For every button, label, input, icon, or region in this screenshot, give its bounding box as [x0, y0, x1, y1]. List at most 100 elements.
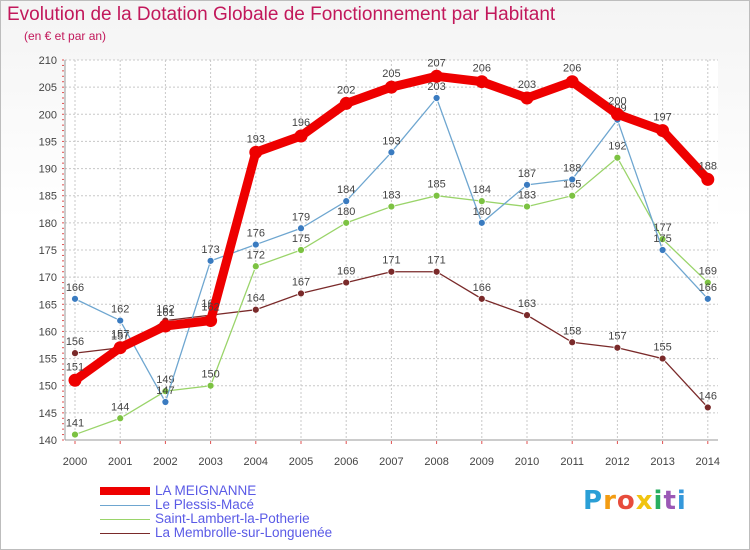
data-label: 147 — [156, 385, 174, 397]
data-point — [342, 278, 351, 287]
data-point — [432, 191, 441, 200]
x-tick-label: 2013 — [650, 456, 674, 468]
x-minor-tick — [662, 441, 664, 444]
y-minor-tick — [62, 157, 64, 159]
data-point — [71, 430, 79, 439]
y-minor-tick — [62, 151, 64, 153]
x-tick-label: 2014 — [696, 456, 720, 468]
x-minor-tick — [74, 441, 76, 444]
data-point — [161, 398, 170, 406]
chart-title: Evolution de la Dotation Globale de Fonc… — [7, 4, 556, 25]
y-minor-tick — [62, 412, 64, 414]
y-minor-tick — [62, 249, 64, 251]
y-minor-tick — [62, 135, 64, 137]
data-label: 193 — [382, 135, 400, 147]
x-tick-label: 2004 — [244, 456, 268, 468]
data-point — [387, 267, 396, 276]
series-2: 141 144 149 150 172 175 180 183 185 184 183 185 192 1… — [66, 141, 717, 439]
data-point — [297, 246, 305, 254]
y-minor-tick — [62, 64, 64, 66]
y-minor-tick — [62, 86, 64, 88]
y-minor-tick — [62, 119, 64, 121]
data-label: 166 — [66, 282, 84, 294]
data-point — [384, 80, 398, 94]
data-point — [206, 256, 215, 265]
y-minor-tick — [62, 130, 64, 132]
data-label: 146 — [699, 390, 717, 402]
y-tick-label: 200 — [39, 109, 57, 121]
x-tick-label: 2009 — [470, 456, 494, 468]
data-point — [342, 218, 351, 227]
logo-letter: i — [676, 486, 687, 516]
y-minor-tick — [62, 244, 64, 246]
data-label: 193 — [247, 133, 265, 145]
data-label: 169 — [699, 266, 717, 278]
x-minor-tick — [255, 441, 257, 444]
chart-legend: LA MEIGNANNE Le Plessis-Macé Saint-Lambe… — [100, 483, 400, 541]
data-label: 187 — [518, 168, 536, 180]
y-minor-tick — [62, 271, 64, 273]
y-minor-tick — [62, 233, 64, 235]
x-minor-tick — [526, 441, 528, 444]
x-minor-tick — [300, 441, 302, 444]
data-label: 151 — [66, 361, 84, 373]
data-label: 173 — [201, 244, 219, 256]
data-point — [71, 349, 79, 358]
y-minor-tick — [62, 113, 64, 115]
data-point — [251, 262, 260, 271]
data-point — [703, 278, 712, 287]
data-point — [568, 175, 577, 184]
data-label: 164 — [247, 293, 265, 305]
data-label: 162 — [201, 302, 219, 314]
legend-item: Saint-Lambert-la-Potherie — [100, 511, 400, 527]
y-tick-label: 155 — [39, 354, 57, 366]
y-minor-tick — [62, 124, 64, 126]
data-point — [568, 191, 577, 200]
y-tick-label: 165 — [39, 299, 57, 311]
data-point — [477, 294, 486, 303]
x-tick-label: 2006 — [334, 456, 358, 468]
y-minor-tick — [62, 287, 64, 289]
data-point — [71, 294, 79, 303]
data-label: 175 — [653, 233, 671, 245]
data-label: 192 — [608, 141, 626, 153]
legend-swatch — [100, 487, 150, 495]
y-minor-tick — [62, 309, 64, 311]
data-point — [477, 218, 486, 227]
y-minor-tick — [62, 374, 64, 376]
data-point — [251, 305, 260, 314]
y-minor-tick — [62, 303, 64, 305]
data-label: 155 — [653, 342, 671, 354]
y-tick-label: 145 — [39, 408, 57, 420]
y-minor-tick — [62, 363, 64, 365]
chart-subtitle: (en € et par an) — [24, 29, 107, 43]
y-minor-tick — [62, 227, 64, 229]
y-tick-label: 140 — [39, 435, 57, 447]
data-point — [432, 267, 441, 276]
data-point — [477, 197, 486, 206]
x-tick-label: 2010 — [515, 456, 539, 468]
x-minor-tick — [119, 441, 121, 444]
data-label: 203 — [518, 79, 536, 91]
data-label: 166 — [699, 282, 717, 294]
y-minor-tick — [62, 379, 64, 381]
y-minor-tick — [62, 406, 64, 408]
data-point — [204, 314, 218, 328]
data-label: 156 — [66, 336, 84, 348]
y-minor-tick — [62, 81, 64, 83]
data-label: 176 — [247, 228, 265, 240]
y-tick-label: 150 — [39, 381, 57, 393]
x-tick-label: 2002 — [153, 456, 177, 468]
legend-swatch — [100, 505, 150, 506]
data-point — [342, 197, 351, 206]
data-label: 183 — [518, 190, 536, 202]
data-label: 206 — [473, 63, 491, 75]
data-label: 171 — [382, 255, 400, 267]
data-label: 149 — [156, 374, 174, 386]
legend-item: LA MEIGNANNE — [100, 483, 400, 499]
y-tick-label: 205 — [39, 82, 57, 94]
legend-swatch — [100, 533, 150, 534]
data-label: 188 — [563, 162, 581, 174]
x-tick-label: 2012 — [605, 456, 629, 468]
